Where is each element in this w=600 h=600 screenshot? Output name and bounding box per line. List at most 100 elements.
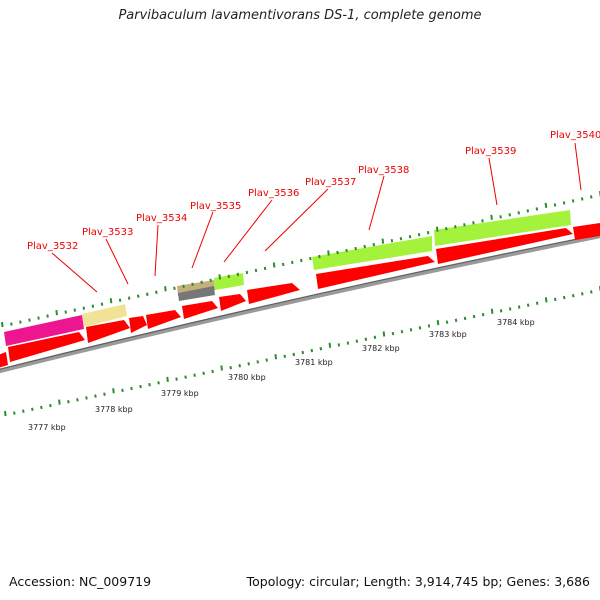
- minor-tick: [526, 209, 530, 213]
- major-tick: [4, 410, 7, 417]
- minor-tick: [463, 316, 467, 321]
- minor-tick: [472, 314, 476, 319]
- minor-tick: [100, 302, 104, 306]
- major-tick: [490, 308, 494, 314]
- major-tick: [58, 399, 61, 405]
- minor-tick: [319, 347, 323, 351]
- major-tick: [490, 214, 493, 220]
- cds-track: [0, 223, 600, 368]
- feature-box: [4, 315, 84, 346]
- minor-tick: [211, 369, 214, 374]
- kbp-label: 3781 kbp: [295, 358, 333, 367]
- minor-tick: [73, 308, 77, 312]
- minor-tick: [103, 392, 106, 396]
- minor-tick: [184, 375, 187, 379]
- cds-arrow: [8, 332, 85, 362]
- gene-label: Plav_3538: [358, 165, 409, 176]
- minor-tick: [191, 282, 194, 287]
- minor-tick: [182, 284, 185, 288]
- minor-tick: [408, 234, 412, 239]
- minor-tick: [82, 306, 86, 310]
- minor-tick: [64, 310, 68, 314]
- minor-tick: [444, 227, 448, 231]
- minor-tick: [390, 238, 394, 243]
- cds-arrow: [436, 228, 573, 264]
- leader-line: [154, 224, 159, 277]
- minor-tick: [372, 242, 376, 247]
- gene-label: Plav_3540: [550, 130, 600, 141]
- feature-box: [434, 210, 571, 246]
- feature-box: [82, 304, 127, 327]
- minor-tick: [354, 246, 357, 251]
- minor-tick: [481, 312, 485, 317]
- leader-line: [264, 188, 329, 252]
- kbp-label: 3779 kbp: [161, 389, 199, 398]
- minor-tick: [309, 256, 312, 261]
- minor-tick: [562, 201, 566, 205]
- minor-tick: [202, 371, 205, 376]
- minor-tick: [40, 405, 43, 410]
- gene-label: Plav_3534: [136, 213, 187, 224]
- major-tick: [436, 319, 440, 326]
- minor-tick: [508, 213, 511, 217]
- minor-tick: [318, 254, 321, 259]
- minor-tick: [310, 348, 314, 353]
- kbp-label: 3782 kbp: [362, 344, 400, 353]
- map-title: Parvibaculum lavamentivorans DS-1, compl…: [118, 8, 482, 23]
- minor-tick: [508, 307, 512, 311]
- minor-tick: [336, 250, 339, 255]
- minor-tick: [130, 386, 133, 391]
- minor-tick: [418, 326, 422, 330]
- minor-tick: [46, 314, 49, 318]
- gene-label: Plav_3532: [27, 241, 78, 252]
- minor-tick: [127, 296, 131, 300]
- cds-arrow: [146, 310, 181, 329]
- minor-tick: [427, 324, 431, 328]
- major-tick: [381, 238, 385, 244]
- minor-tick: [399, 236, 403, 241]
- minor-tick: [526, 303, 530, 307]
- cds-arrow: [247, 283, 300, 304]
- minor-tick: [445, 320, 449, 324]
- cds-arrow: [86, 320, 130, 343]
- feature-track: [4, 210, 571, 346]
- gene-labels: Plav_3532 Plav_3533 Plav_3534 Plav_3535 …: [27, 130, 600, 252]
- minor-tick: [481, 219, 484, 223]
- leader-line: [488, 157, 498, 206]
- accession-text: Accession: NC_009719: [9, 574, 152, 589]
- kbp-label: 3778 kbp: [95, 405, 133, 414]
- feature-box: [312, 236, 432, 270]
- minor-tick: [463, 223, 466, 227]
- minor-tick: [553, 203, 557, 207]
- minor-tick: [94, 394, 97, 398]
- feature-box: [178, 286, 215, 301]
- minor-tick: [136, 294, 140, 298]
- minor-tick: [571, 293, 575, 298]
- major-tick: [1, 321, 4, 328]
- minor-tick: [193, 373, 196, 377]
- minor-tick: [265, 358, 269, 362]
- major-tick: [164, 286, 167, 292]
- minor-tick: [454, 225, 457, 229]
- kbp-label: 3783 kbp: [429, 330, 467, 339]
- major-tick: [435, 226, 439, 232]
- minor-tick: [426, 231, 430, 235]
- major-tick: [274, 354, 278, 360]
- minor-tick: [227, 274, 231, 279]
- kbp-label: 3784 kbp: [497, 318, 535, 327]
- minor-tick: [391, 331, 395, 336]
- minor-tick: [37, 316, 40, 320]
- leader-line: [223, 199, 273, 263]
- kbp-labels: 3777 kbp 3778 kbp 3779 kbp 3780 kbp 3781…: [28, 318, 535, 432]
- minor-tick: [346, 341, 350, 345]
- minor-tick: [517, 211, 521, 215]
- gene-label: Plav_3533: [82, 227, 133, 238]
- minor-tick: [155, 290, 158, 294]
- minor-tick: [31, 407, 34, 412]
- genome-backbone: [0, 233, 600, 374]
- minor-tick: [254, 268, 258, 273]
- minor-tick: [13, 411, 16, 415]
- minor-tick: [256, 360, 260, 364]
- kbp-label: 3777 kbp: [28, 423, 66, 432]
